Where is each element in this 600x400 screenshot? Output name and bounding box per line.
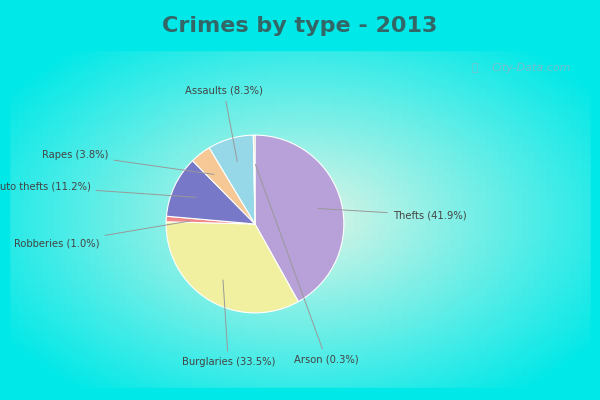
Wedge shape <box>166 161 255 224</box>
Wedge shape <box>166 222 298 313</box>
Wedge shape <box>166 216 255 224</box>
Text: Crimes by type - 2013: Crimes by type - 2013 <box>163 16 437 36</box>
Bar <box>0 0 600 50</box>
Text: Arson (0.3%): Arson (0.3%) <box>256 164 358 364</box>
Wedge shape <box>209 135 255 224</box>
Text: Thefts (41.9%): Thefts (41.9%) <box>318 208 466 220</box>
Text: Auto thefts (11.2%): Auto thefts (11.2%) <box>0 182 196 197</box>
Text: City-Data.com: City-Data.com <box>492 63 571 73</box>
Wedge shape <box>193 148 255 224</box>
Wedge shape <box>253 135 255 224</box>
Text: Rapes (3.8%): Rapes (3.8%) <box>42 150 214 174</box>
Wedge shape <box>255 135 344 302</box>
Text: ⓘ: ⓘ <box>471 63 478 73</box>
Text: Robberies (1.0%): Robberies (1.0%) <box>14 221 190 248</box>
Bar <box>591 0 600 400</box>
Bar <box>0 0 9 400</box>
Text: Burglaries (33.5%): Burglaries (33.5%) <box>182 280 275 367</box>
Bar <box>0 388 600 400</box>
Text: Assaults (8.3%): Assaults (8.3%) <box>185 86 263 162</box>
